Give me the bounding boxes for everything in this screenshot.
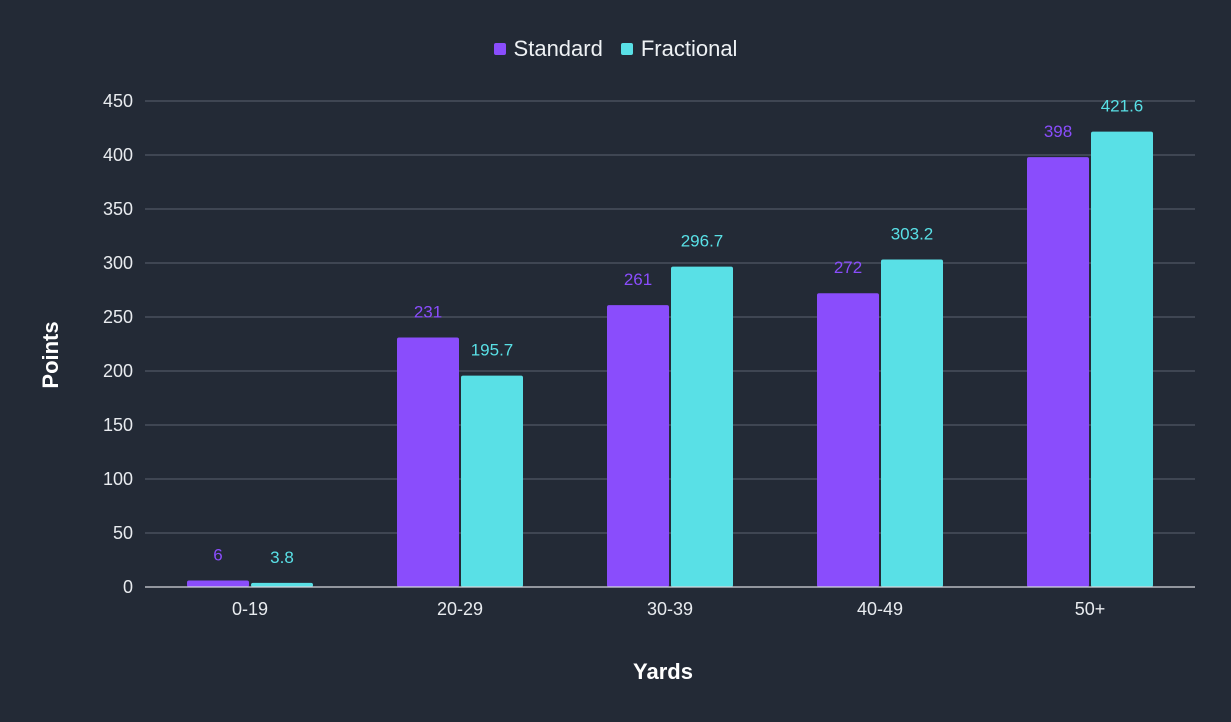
x-tick-label: 30-39 <box>647 599 693 619</box>
bar-standard-30-39[interactable] <box>607 305 669 587</box>
legend-swatch-fractional <box>620 43 633 55</box>
data-labels: 6 3.8 231 195.7 261 296.7 272 303.2 398 421.6 <box>213 97 1143 567</box>
bar-fractional-40-49[interactable] <box>881 259 943 587</box>
y-axis-title: Points <box>38 321 63 388</box>
bar-fractional-20-29[interactable] <box>461 375 523 587</box>
legend-item-standard[interactable]: Standard <box>493 36 603 62</box>
y-tick-label: 300 <box>103 253 133 273</box>
y-tick-label: 250 <box>103 307 133 327</box>
data-label-standard: 231 <box>414 303 442 322</box>
data-label-fractional: 3.8 <box>270 548 294 567</box>
data-label-fractional: 195.7 <box>471 341 514 360</box>
x-axis-title: Yards <box>633 659 693 684</box>
bars <box>187 131 1153 587</box>
bar-fractional-50+[interactable] <box>1091 131 1153 587</box>
data-label-fractional: 303.2 <box>891 225 934 244</box>
y-tick-label: 50 <box>113 523 133 543</box>
bar-standard-40-49[interactable] <box>817 293 879 587</box>
grid-lines <box>145 100 1195 534</box>
x-tick-label: 20-29 <box>437 599 483 619</box>
data-label-fractional: 421.6 <box>1101 97 1144 116</box>
legend-item-fractional[interactable]: Fractional <box>620 36 738 62</box>
y-tick-label: 350 <box>103 199 133 219</box>
bar-fractional-30-39[interactable] <box>671 266 733 587</box>
y-tick-label: 100 <box>103 469 133 489</box>
data-label-fractional: 296.7 <box>681 232 724 251</box>
bar-standard-50+[interactable] <box>1027 157 1089 587</box>
data-label-standard: 261 <box>624 270 652 289</box>
legend-label-standard: Standard <box>513 36 603 61</box>
bar-standard-0-19[interactable] <box>187 580 249 587</box>
legend: Standard Fractional <box>0 36 1231 62</box>
bar-standard-20-29[interactable] <box>397 337 459 587</box>
y-tick-label: 200 <box>103 361 133 381</box>
y-tick-label: 450 <box>103 91 133 111</box>
data-label-standard: 398 <box>1044 122 1072 141</box>
legend-label-fractional: Fractional <box>640 36 738 61</box>
x-axis-ticks: 0-19 20-29 30-39 40-49 50+ <box>232 599 1105 619</box>
x-tick-label: 0-19 <box>232 599 268 619</box>
x-tick-label: 50+ <box>1075 599 1106 619</box>
y-tick-label: 400 <box>103 145 133 165</box>
bar-fractional-0-19[interactable] <box>251 582 313 587</box>
data-label-standard: 272 <box>834 258 862 277</box>
x-tick-label: 40-49 <box>857 599 903 619</box>
y-axis-ticks: 0 50 100 150 200 250 300 350 400 450 <box>103 91 133 597</box>
y-tick-label: 0 <box>123 577 133 597</box>
y-tick-label: 150 <box>103 415 133 435</box>
data-label-standard: 6 <box>213 546 222 565</box>
legend-swatch-standard <box>493 43 506 55</box>
